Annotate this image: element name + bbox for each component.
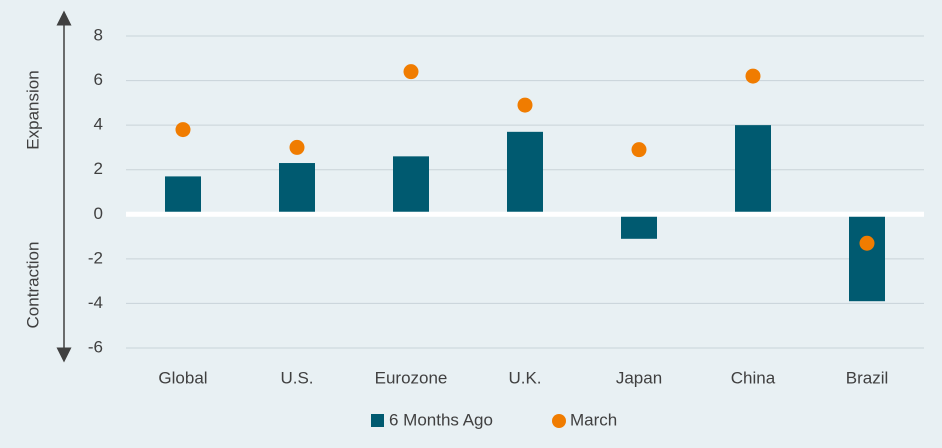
y-tick-label: 4 [94, 115, 103, 134]
dot [175, 122, 191, 138]
x-tick-label: Brazil [846, 368, 889, 387]
bar [393, 156, 429, 215]
y-tick-label: -4 [88, 293, 103, 312]
bar [621, 214, 657, 239]
x-tick-label: China [731, 368, 776, 387]
y-tick-label: 8 [94, 25, 103, 44]
dot [289, 139, 305, 155]
y-tick-label: -2 [88, 248, 103, 267]
bar [279, 163, 315, 215]
dot [403, 64, 419, 80]
legend-label: 6 Months Ago [389, 410, 493, 429]
annotation: Expansion [23, 70, 42, 149]
dot [745, 68, 761, 84]
x-tick-label: Global [158, 368, 207, 387]
x-tick-label: Japan [616, 368, 662, 387]
legend-label: March [570, 410, 617, 429]
annotation: Contraction [23, 242, 42, 329]
y-tick-label: 6 [94, 70, 103, 89]
legend-swatch [552, 414, 566, 428]
legend-swatch [371, 414, 384, 427]
x-tick-label: Eurozone [375, 368, 448, 387]
dot [631, 142, 647, 158]
y-tick-label: 0 [94, 204, 103, 223]
y-tick-label: -6 [88, 337, 103, 356]
bar [507, 131, 543, 215]
dot [859, 235, 875, 251]
dot [517, 97, 533, 113]
x-tick-label: U.S. [280, 368, 313, 387]
x-tick-label: U.K. [508, 368, 541, 387]
bar [165, 176, 201, 215]
bar [849, 214, 885, 302]
bar [735, 125, 771, 215]
y-tick-label: 2 [94, 159, 103, 178]
